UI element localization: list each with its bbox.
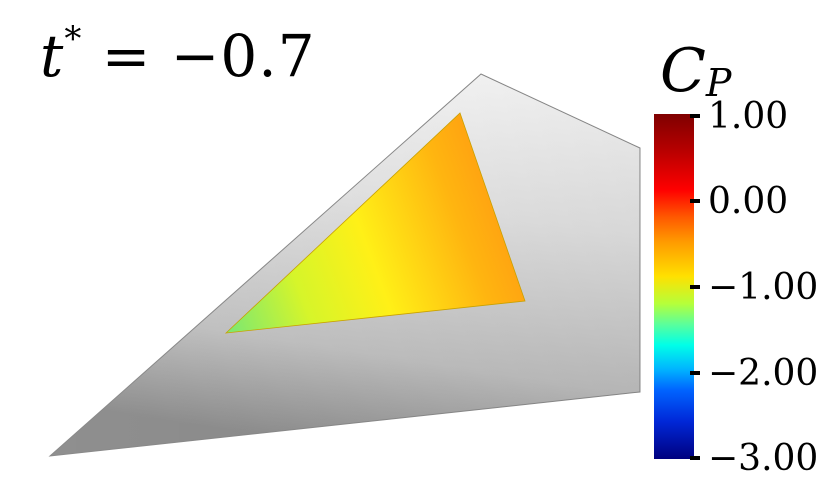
time-value: = −0.7 [101, 22, 316, 90]
colorbar-title-main: C [660, 36, 706, 106]
colorbar-tick-m1 [690, 285, 700, 289]
time-superscript: * [64, 18, 83, 59]
colorbar-tick-label: −2.00 [708, 353, 819, 394]
colorbar-title-subscript: P [705, 61, 732, 105]
time-variable: t [40, 22, 65, 90]
colorbar-tick-0 [690, 199, 700, 203]
colorbar [654, 114, 694, 459]
colorbar-tick-m2 [690, 371, 700, 375]
colorbar-tick-label: 1.00 [708, 96, 789, 137]
colorbar-tick-m3 [690, 456, 700, 460]
colorbar-tick-label: −3.00 [708, 438, 819, 479]
colorbar-tick-label: 0.00 [708, 181, 789, 222]
time-annotation: t* = −0.7 [40, 18, 316, 90]
pressure-patch [224, 112, 526, 334]
colorbar-title: CP [660, 36, 732, 113]
colorbar-tick-label: −1.00 [708, 267, 819, 308]
colorbar-tick-1 [690, 114, 700, 118]
